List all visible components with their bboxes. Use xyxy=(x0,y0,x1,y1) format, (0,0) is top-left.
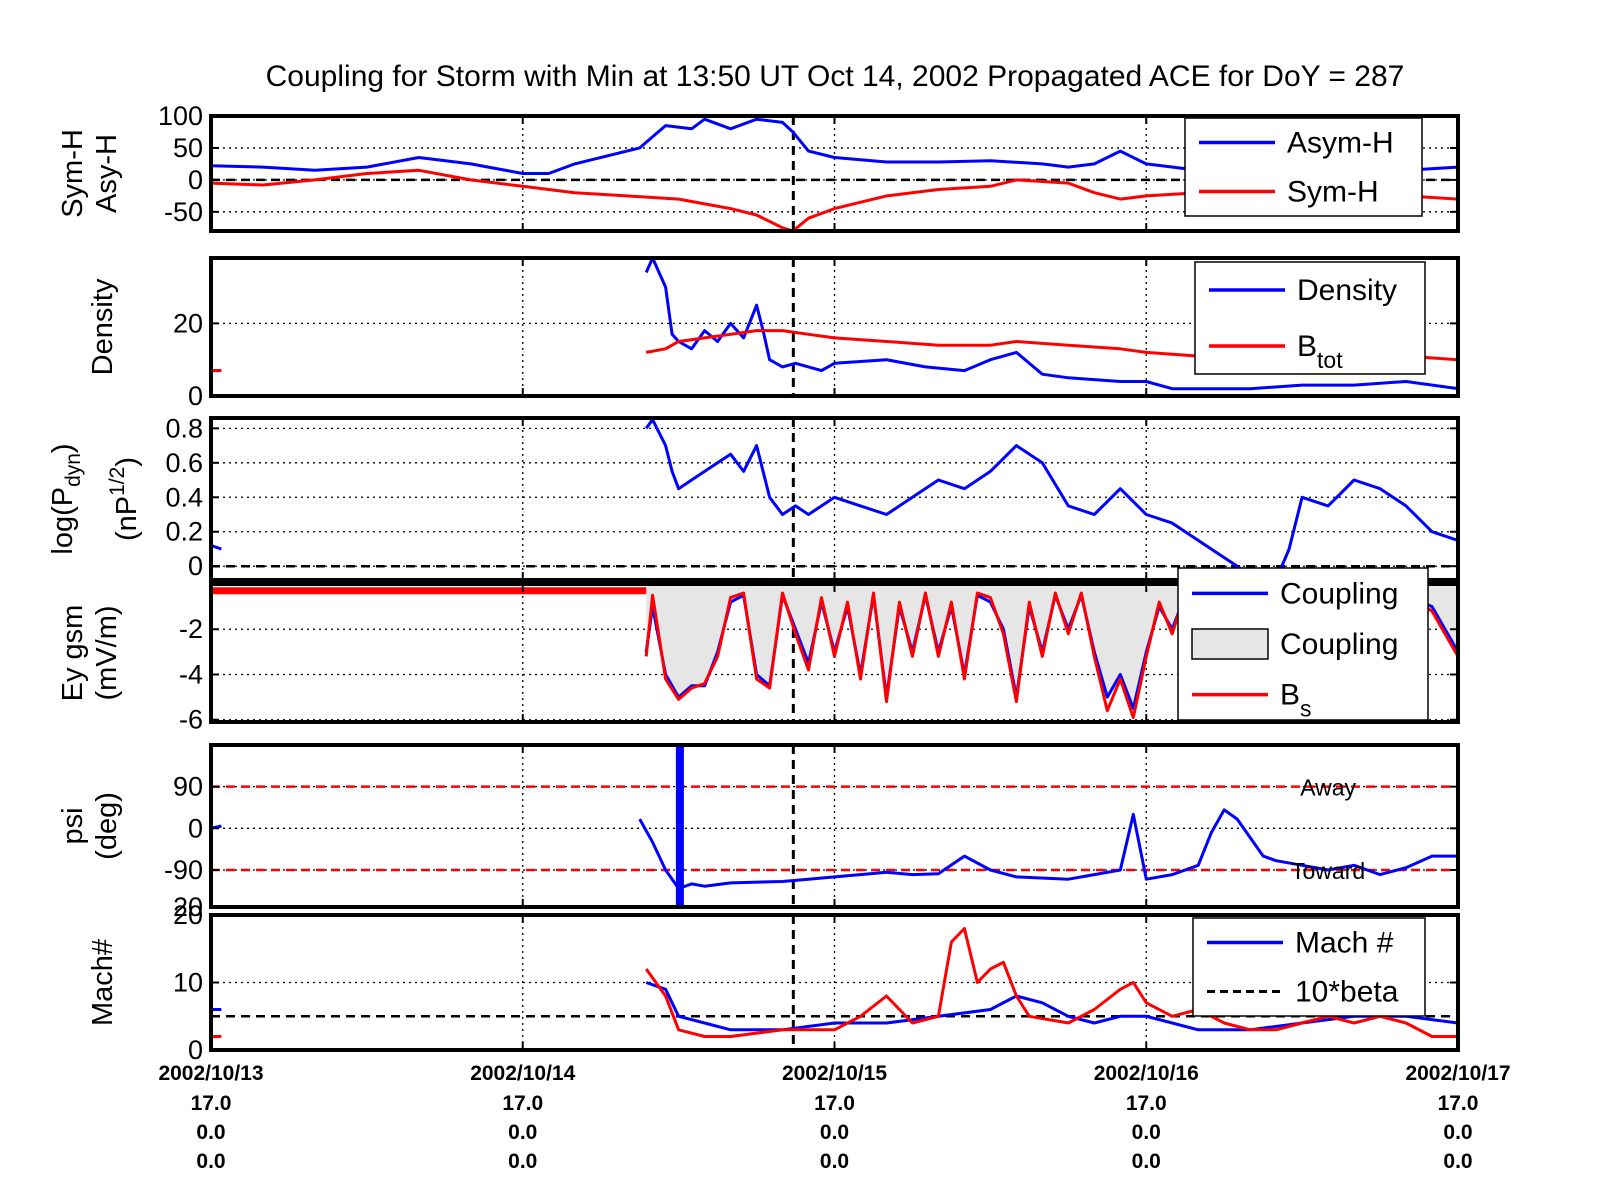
legend-label: Mach # xyxy=(1295,927,1394,960)
series-line-log-pdyn- xyxy=(644,418,1458,580)
y-tick-label: -90 xyxy=(164,855,203,885)
x-tick-label: 17.0 xyxy=(1438,1092,1479,1115)
series-line-asym-h xyxy=(211,117,1458,175)
legend-symh: Asym-H Sym-H xyxy=(1184,117,1423,217)
x-tick-label-group: 2002/10/15 17.0 0.0 0.0 xyxy=(782,1062,887,1173)
y-axis-label: (nP1/2) xyxy=(106,457,143,541)
y-axis-label: (mV/m) xyxy=(91,605,123,700)
x-tick-label: 0.0 xyxy=(1132,1121,1161,1144)
x-tick-label: 2002/10/14 xyxy=(470,1062,575,1085)
y-tick-label: 0 xyxy=(188,165,203,195)
panel-mach: 20 10 0 Mach# Mach # 10*beta xyxy=(87,900,1460,1065)
y-axis-label: (deg) xyxy=(91,792,123,860)
y-tick-label: 0 xyxy=(188,1035,203,1065)
x-tick-label: 0.0 xyxy=(1443,1121,1472,1144)
series-line-psi xyxy=(638,808,1458,890)
legend-label: Coupling xyxy=(1280,577,1398,610)
x-tick-label-group: 2002/10/17 17.0 0.0 0.0 xyxy=(1405,1062,1510,1173)
y-tick-label: -6 xyxy=(179,705,203,735)
x-tick-label: 0.0 xyxy=(820,1121,849,1144)
legend-label: Sym-H xyxy=(1287,176,1379,209)
legend-mach: Mach # 10*beta xyxy=(1192,917,1426,1017)
y-tick-label: 20 xyxy=(173,308,203,338)
x-tick-label: 17.0 xyxy=(1126,1092,1167,1115)
y-axis-label: Density xyxy=(87,278,119,375)
legend-label: Coupling xyxy=(1280,628,1398,661)
legend-label: Asym-H xyxy=(1287,127,1394,160)
y-tick-label: 0.4 xyxy=(165,482,203,512)
legend-swatch xyxy=(1191,628,1269,660)
legend-ey: Coupling Coupling Bs xyxy=(1177,567,1429,722)
x-tick-label: 17.0 xyxy=(502,1092,543,1115)
x-tick-label-group: 2002/10/13 17.0 0.0 0.0 xyxy=(158,1062,263,1173)
x-tick-label: 0.0 xyxy=(508,1121,537,1144)
x-tick-label: 0.0 xyxy=(508,1150,537,1173)
y-tick-label: 0 xyxy=(188,381,203,411)
legend-box xyxy=(1194,261,1426,375)
y-axis-label: Sym-H xyxy=(57,129,89,218)
legend-label: Btot xyxy=(1297,330,1343,373)
y-axis-label: Ey gsm xyxy=(57,605,89,702)
x-axis-labels: 2002/10/13 17.0 0.0 0.0 2002/10/14 17.0 0.0 0.0… xyxy=(158,1062,1510,1173)
y-tick-label: 50 xyxy=(173,133,203,163)
panel-density: 20 0 Density Density Btot xyxy=(87,256,1460,411)
legend-box xyxy=(1184,117,1423,217)
annotation-label: Away xyxy=(1300,775,1356,801)
x-tick-label: 2002/10/17 xyxy=(1405,1062,1510,1085)
y-tick-label: 0 xyxy=(188,551,203,581)
x-tick-label: 0.0 xyxy=(1132,1150,1161,1173)
x-tick-label: 0.0 xyxy=(196,1121,225,1144)
series-line-mach- xyxy=(645,981,1458,1032)
y-tick-label: 10 xyxy=(173,968,203,998)
panel-pdyn: 0.8 0.6 0.4 0.2 0 log(Pdyn) (nP1/2) xyxy=(47,413,1460,582)
legend-label: 10*beta xyxy=(1295,976,1399,1009)
x-tick-label: 17.0 xyxy=(814,1092,855,1115)
x-tick-label: 17.0 xyxy=(191,1092,232,1115)
y-tick-label: 20 xyxy=(173,892,203,922)
series-line-10-beta xyxy=(644,927,1458,1038)
y-axis-label: log(Pdyn) xyxy=(47,443,85,554)
y-tick-label: 20 xyxy=(173,900,203,930)
panel-ey: -2 -4 -6 Ey gsm (mV/m) Coupling Coupling Bs xyxy=(57,567,1460,735)
x-tick-label: 2002/10/15 xyxy=(782,1062,887,1085)
y-axis-label: Mach# xyxy=(87,939,119,1026)
y-tick-label: 0.8 xyxy=(165,413,203,443)
x-tick-label: 0.0 xyxy=(196,1150,225,1173)
x-tick-label: 2002/10/13 xyxy=(158,1062,263,1085)
legend-density: Density Btot xyxy=(1194,261,1426,375)
legend-label: Density xyxy=(1297,274,1397,307)
legend-box xyxy=(1192,917,1426,1017)
panel-psi: Away Toward 90 0 -90 20 psi (deg) xyxy=(57,743,1460,922)
legend-label: Bs xyxy=(1280,679,1312,722)
y-tick-label: -2 xyxy=(179,614,203,644)
y-axis-label: psi xyxy=(57,807,89,844)
y-tick-label: 0.6 xyxy=(165,448,203,478)
chart-title: Coupling for Storm with Min at 13:50 UT … xyxy=(266,60,1405,93)
x-tick-label: 2002/10/16 xyxy=(1094,1062,1199,1085)
y-tick-label: -4 xyxy=(179,659,203,689)
y-tick-label: 0 xyxy=(188,813,203,843)
y-tick-label: 0.2 xyxy=(165,517,203,547)
x-tick-label-group: 2002/10/14 17.0 0.0 0.0 xyxy=(470,1062,575,1173)
y-tick-label: 90 xyxy=(173,772,203,802)
x-tick-label: 0.0 xyxy=(1443,1150,1472,1173)
x-tick-label: 0.0 xyxy=(820,1150,849,1173)
annotation-label: Toward xyxy=(1291,858,1365,884)
x-tick-label-group: 2002/10/16 17.0 0.0 0.0 xyxy=(1094,1062,1199,1173)
y-axis-label: Asy-H xyxy=(91,134,123,213)
y-tick-label: -50 xyxy=(164,197,203,227)
series-line-density xyxy=(644,258,1458,391)
y-tick-label: 100 xyxy=(158,101,203,131)
